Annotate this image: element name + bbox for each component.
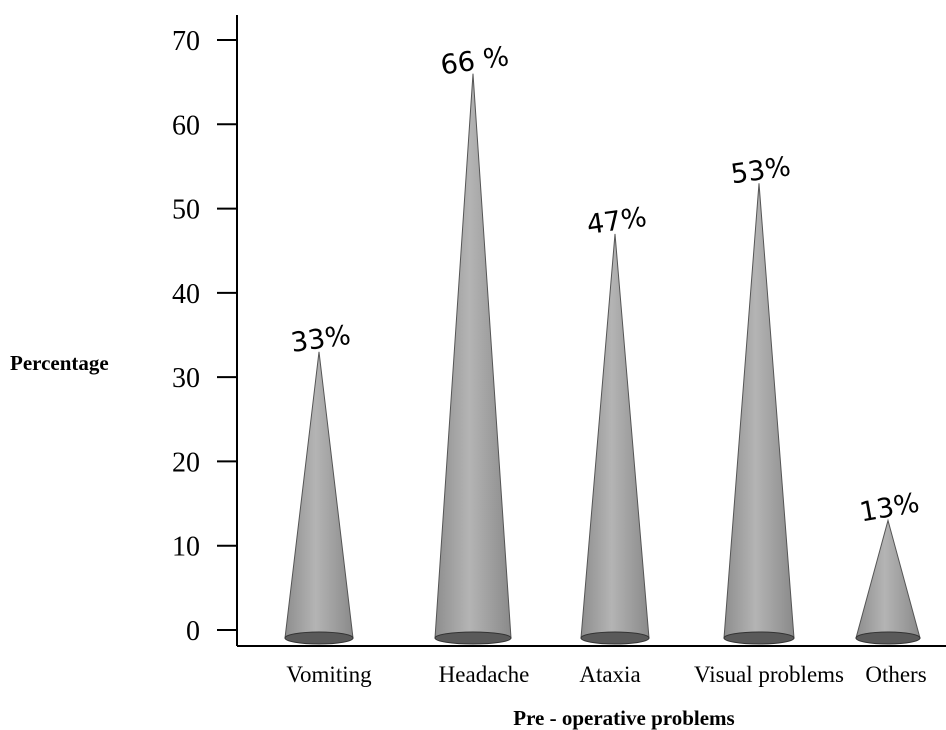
data-label: 66 %: [439, 41, 511, 81]
x-category-label: Ataxia: [579, 662, 640, 687]
cone-base-4: [855, 631, 921, 645]
cone-marks: [284, 73, 921, 645]
data-label: 53%: [729, 151, 793, 190]
cone-headache: [434, 73, 512, 639]
cone-vomiting: [284, 351, 354, 639]
y-tick-label-50: 50: [172, 195, 200, 226]
y-axis-ticks: 0 10 20 30 40 50 60 70: [172, 26, 237, 647]
y-tick-label-70: 70: [172, 26, 200, 57]
y-axis-title: Percentage: [10, 351, 109, 375]
x-category-label: Visual problems: [694, 662, 844, 687]
data-label: 13%: [857, 488, 921, 529]
x-axis-category-labels: Vomiting Headache Ataxia Visual problems Oth…: [286, 662, 926, 687]
cone-base-3: [723, 631, 795, 645]
x-axis-title: Pre - operative problems: [513, 706, 734, 730]
y-tick-label-40: 40: [172, 279, 200, 310]
cone-base-0: [284, 631, 354, 645]
x-category-label: Headache: [439, 662, 530, 687]
cone-visual-problems: [723, 183, 795, 639]
x-category-label: Vomiting: [286, 662, 372, 687]
data-label: 47%: [585, 202, 649, 241]
y-tick-label-30: 30: [172, 363, 200, 394]
x-category-label: Others: [865, 662, 926, 687]
cone-base-2: [580, 631, 650, 645]
y-tick-label-60: 60: [172, 110, 200, 141]
cone-others: [855, 518, 921, 639]
y-tick-label-20: 20: [172, 447, 200, 478]
y-tick-label-0: 0: [186, 616, 200, 647]
y-tick-label-10: 10: [172, 532, 200, 563]
cone-base-1: [434, 631, 512, 645]
cone-ataxia: [580, 233, 650, 639]
data-label: 33%: [289, 320, 353, 359]
